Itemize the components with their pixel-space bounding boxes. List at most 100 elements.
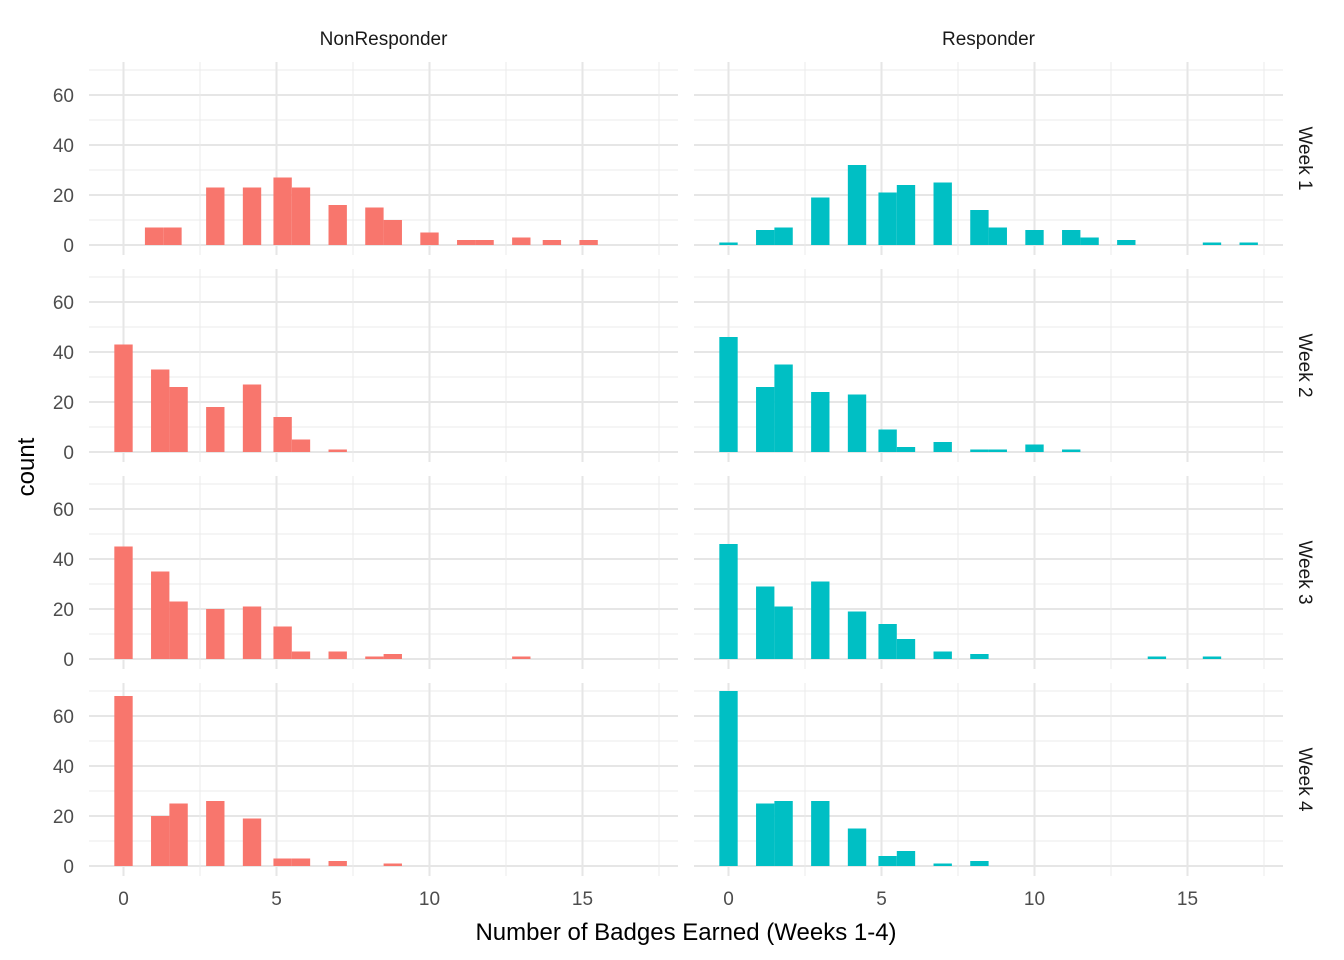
histogram-bar (1025, 230, 1044, 245)
x-tick-label: 15 (1177, 889, 1198, 910)
histogram-bar (896, 851, 916, 866)
x-axis-title: Number of Badges Earned (Weeks 1-4) (475, 919, 896, 946)
histogram-bar (291, 651, 311, 659)
histogram-bar (151, 816, 170, 866)
histogram-bar (896, 447, 916, 452)
histogram-bar (933, 651, 952, 659)
histogram-bar (273, 417, 292, 452)
histogram-bar (542, 240, 562, 245)
histogram-bar (970, 449, 989, 452)
histogram-bar (1202, 242, 1222, 245)
histogram-bar (1062, 230, 1081, 245)
histogram-bar (273, 858, 292, 866)
facet-row-label: Week 1 (1294, 126, 1315, 190)
x-tick-label: 0 (118, 889, 129, 910)
histogram-bar (774, 606, 793, 659)
histogram-bar (242, 384, 262, 452)
histogram-bar (457, 240, 476, 245)
histogram-bar (169, 803, 188, 866)
histogram-bar (847, 165, 867, 245)
histogram-bar (512, 237, 531, 245)
histogram-bar (878, 624, 897, 659)
histogram-bar (933, 863, 952, 866)
histogram-bar (365, 207, 384, 245)
text-layer: 0 20 40 60 0 20 40 60 0 20 40 60 0 20 40 60 0 5 10 15 0 5 10 15… (53, 29, 1315, 910)
histogram-bar (242, 606, 262, 659)
y-tick-label: 40 (53, 550, 74, 571)
grid-layer (89, 62, 1283, 876)
histogram-bar (719, 242, 738, 245)
histogram-bar (114, 696, 133, 866)
histogram-bar (169, 601, 188, 659)
histogram-bar (719, 337, 738, 452)
histogram-bar (144, 227, 164, 245)
histogram-bar (756, 387, 775, 452)
y-tick-label: 0 (63, 443, 74, 464)
histogram-bar (896, 185, 916, 245)
y-tick-label: 20 (53, 807, 74, 828)
histogram-bar (383, 220, 402, 245)
x-tick-label: 10 (419, 889, 440, 910)
histogram-bar (774, 227, 793, 245)
histogram-bar (242, 187, 262, 245)
facet-row-label: Week 2 (1294, 333, 1315, 397)
histogram-bar (328, 861, 347, 866)
y-tick-label: 40 (53, 136, 74, 157)
facet-column-label: NonResponder (320, 29, 448, 50)
histogram-bar (878, 856, 897, 866)
histogram-bar (933, 442, 952, 452)
histogram-bar (206, 609, 225, 659)
y-axis-title: count (13, 437, 40, 496)
x-tick-label: 15 (572, 889, 593, 910)
y-tick-label: 20 (53, 393, 74, 414)
facet-row-label: Week 4 (1294, 747, 1315, 812)
histogram-bar (988, 227, 1007, 245)
y-tick-label: 60 (53, 86, 74, 107)
histogram-bar (383, 863, 402, 866)
histogram-bar (847, 611, 867, 659)
histogram-bar (273, 626, 292, 659)
y-tick-label: 0 (63, 857, 74, 878)
histogram-bar (847, 394, 867, 452)
histogram-bar (970, 210, 989, 245)
x-tick-label: 10 (1024, 889, 1045, 910)
histogram-bar (114, 546, 133, 659)
histogram-bar (328, 651, 347, 659)
histogram-bar (719, 691, 738, 866)
histogram-bar (774, 801, 793, 866)
histogram-bar (719, 544, 738, 659)
bars-layer (114, 165, 1258, 866)
histogram-bar (811, 197, 830, 245)
x-tick-label: 0 (723, 889, 734, 910)
histogram-bar (1025, 444, 1044, 452)
y-tick-label: 60 (53, 500, 74, 521)
histogram-bar (847, 828, 867, 866)
y-tick-label: 20 (53, 600, 74, 621)
histogram-bar (970, 861, 989, 866)
histogram-bar (512, 656, 531, 659)
x-tick-label: 5 (876, 889, 887, 910)
histogram-bar (811, 801, 830, 866)
histogram-bar (1202, 656, 1222, 659)
y-tick-label: 40 (53, 757, 74, 778)
y-tick-label: 0 (63, 650, 74, 671)
y-tick-label: 0 (63, 236, 74, 257)
facet-column-label: Responder (942, 29, 1036, 50)
facet-row-label: Week 3 (1294, 540, 1315, 604)
y-tick-label: 40 (53, 343, 74, 364)
histogram-bar (1147, 656, 1167, 659)
histogram-bar (383, 654, 402, 659)
histogram-bar (151, 571, 170, 659)
histogram-bar (579, 240, 598, 245)
histogram-bar (151, 369, 170, 452)
histogram-bar (291, 187, 311, 245)
histogram-bar (878, 192, 897, 245)
histogram-bar (878, 429, 897, 452)
histogram-bar (291, 858, 311, 866)
histogram-bar (206, 187, 225, 245)
histogram-bar (273, 177, 292, 245)
histogram-bar (328, 449, 347, 452)
y-tick-label: 60 (53, 707, 74, 728)
